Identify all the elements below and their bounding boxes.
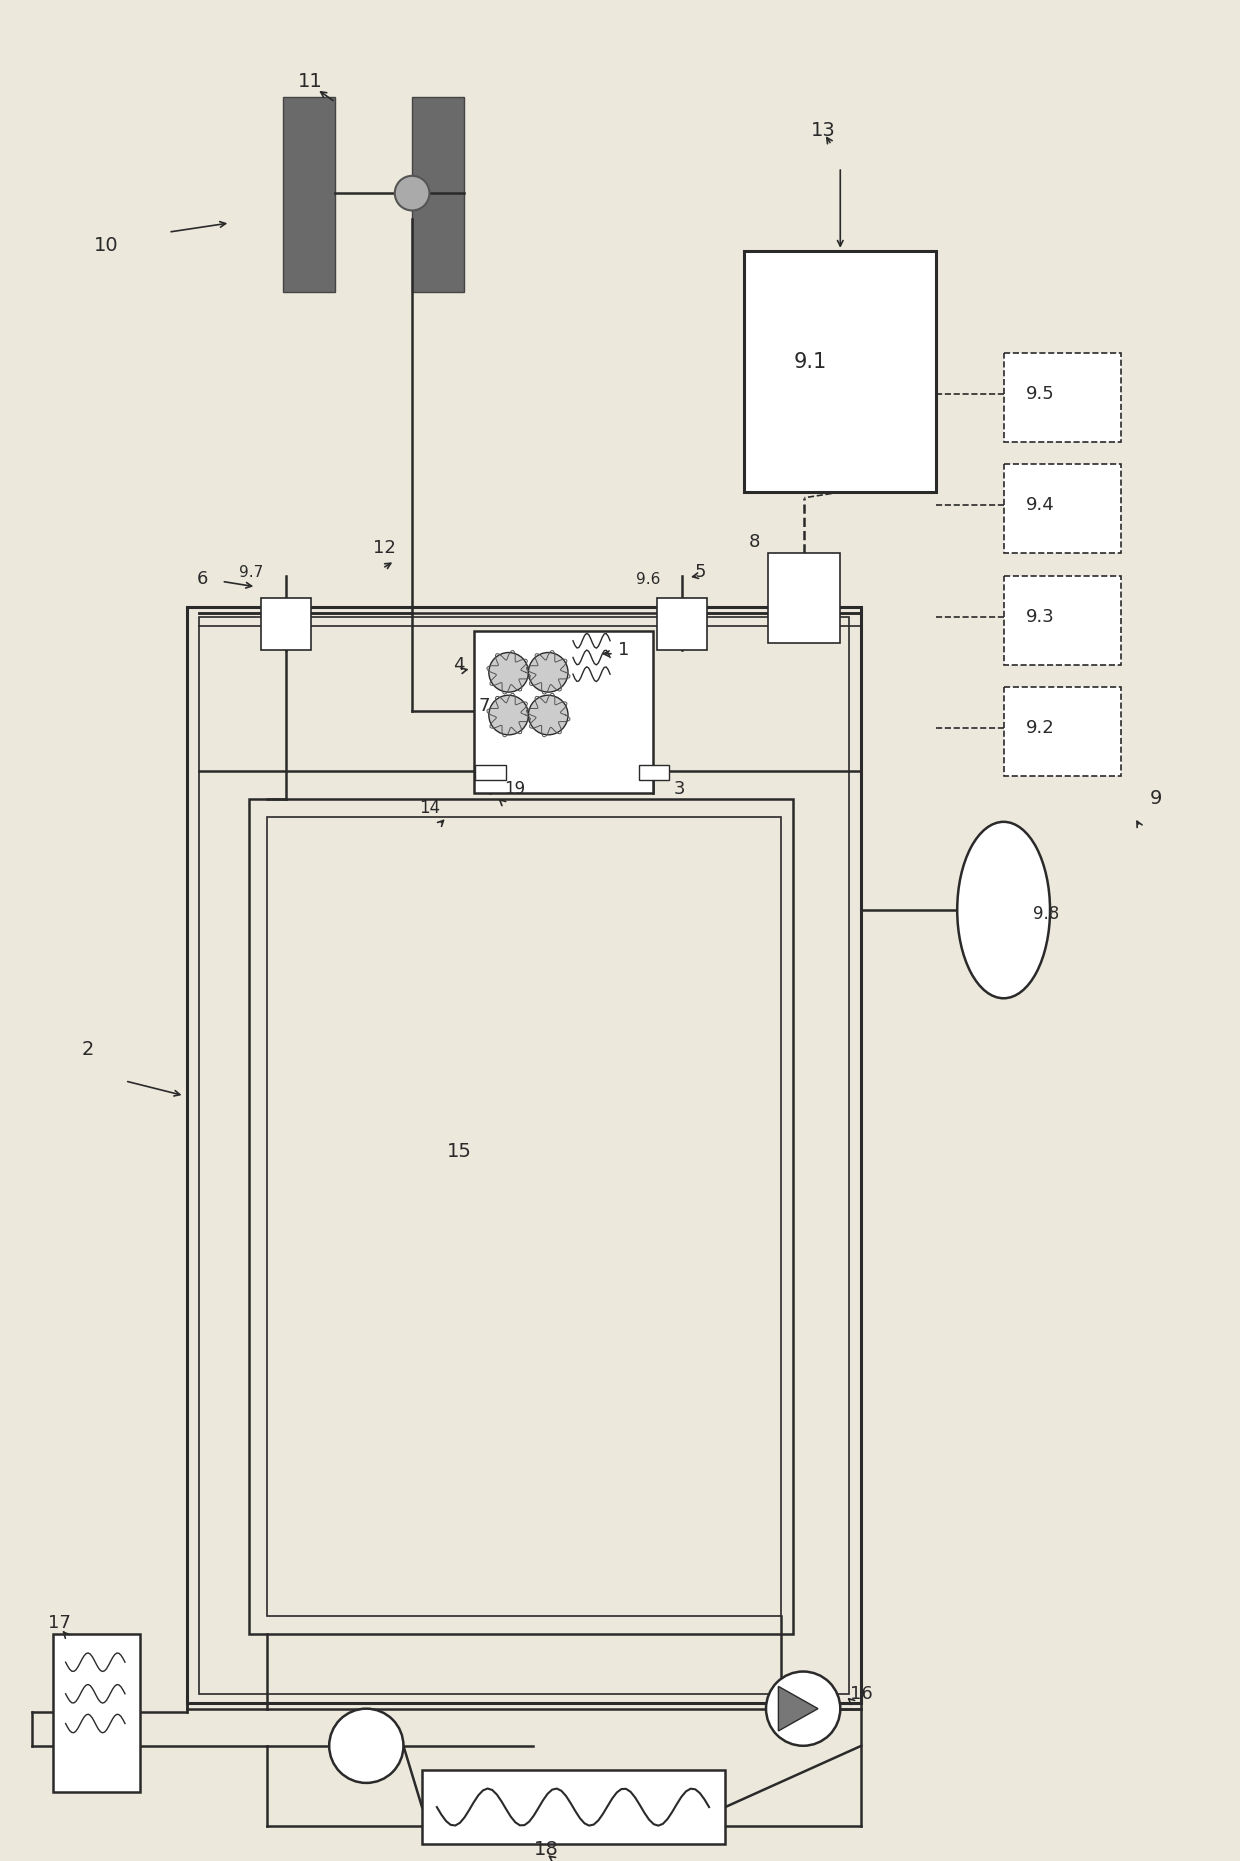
Bar xyxy=(53,1634,140,1792)
Text: 9.1: 9.1 xyxy=(794,352,827,372)
Text: 3: 3 xyxy=(673,780,684,798)
Bar xyxy=(262,597,311,649)
Ellipse shape xyxy=(957,823,1050,997)
Text: 19: 19 xyxy=(503,780,525,798)
Bar xyxy=(412,97,464,292)
Bar xyxy=(249,798,794,1634)
Bar xyxy=(200,616,849,1694)
Bar xyxy=(639,765,670,780)
Bar xyxy=(475,765,506,780)
Text: 2: 2 xyxy=(82,1040,94,1059)
Bar xyxy=(769,553,841,642)
Bar xyxy=(1003,463,1121,553)
Bar xyxy=(1003,687,1121,776)
Text: 9.2: 9.2 xyxy=(1025,718,1055,737)
Text: 15: 15 xyxy=(446,1143,471,1161)
Text: W: W xyxy=(269,620,278,629)
Text: 14: 14 xyxy=(419,798,440,817)
Bar xyxy=(268,817,781,1615)
Bar xyxy=(474,631,653,793)
Text: 9.3: 9.3 xyxy=(1025,607,1055,625)
Text: 13: 13 xyxy=(811,121,836,140)
Circle shape xyxy=(329,1708,403,1783)
Text: 9.6: 9.6 xyxy=(636,571,661,586)
Text: 16: 16 xyxy=(851,1684,873,1703)
Text: 7: 7 xyxy=(479,696,491,715)
Bar xyxy=(744,251,935,491)
Bar xyxy=(657,597,707,649)
Text: 5: 5 xyxy=(694,564,706,581)
Circle shape xyxy=(489,653,528,692)
Polygon shape xyxy=(779,1686,818,1731)
Text: 11: 11 xyxy=(299,73,322,91)
Circle shape xyxy=(528,696,568,735)
Text: 17: 17 xyxy=(48,1613,71,1632)
Text: W: W xyxy=(665,620,675,629)
Text: 9.4: 9.4 xyxy=(1025,497,1055,514)
Text: 12: 12 xyxy=(372,540,396,556)
Text: 8: 8 xyxy=(749,534,760,551)
Text: 9.8: 9.8 xyxy=(1033,904,1059,923)
Text: 18: 18 xyxy=(533,1841,558,1859)
Bar xyxy=(187,607,862,1703)
Circle shape xyxy=(528,653,568,692)
Circle shape xyxy=(394,175,429,210)
Bar xyxy=(1003,354,1121,443)
Text: 9.5: 9.5 xyxy=(1025,385,1055,402)
Text: W: W xyxy=(291,620,300,629)
Text: 1: 1 xyxy=(618,640,629,659)
Text: 10: 10 xyxy=(94,236,119,255)
Bar xyxy=(1003,575,1121,664)
Text: 6: 6 xyxy=(197,571,208,588)
Text: 4: 4 xyxy=(453,655,465,674)
Text: 9.7: 9.7 xyxy=(239,564,263,579)
Bar xyxy=(422,1770,725,1844)
Circle shape xyxy=(489,696,528,735)
Text: W: W xyxy=(687,620,697,629)
Text: 9: 9 xyxy=(1149,789,1162,808)
Circle shape xyxy=(766,1671,841,1746)
Bar xyxy=(284,97,335,292)
